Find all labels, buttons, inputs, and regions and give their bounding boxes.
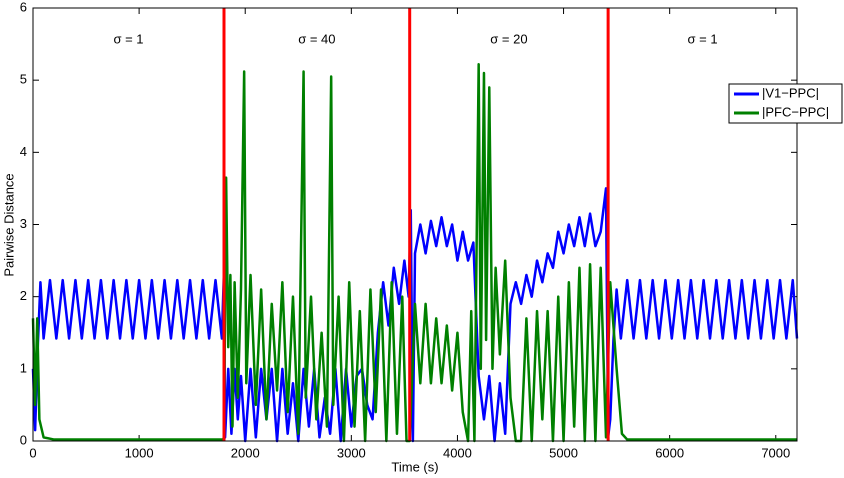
- annotation: σ = 1: [688, 31, 718, 46]
- legend-label: |V1−PPC|: [762, 85, 819, 100]
- y-tick-label: 1: [20, 360, 27, 375]
- x-axis-label: Time (s): [391, 459, 438, 474]
- y-tick-label: 3: [20, 216, 27, 231]
- x-tick-label: 2000: [231, 445, 260, 460]
- y-tick-label: 2: [20, 288, 27, 303]
- y-tick-label: 6: [20, 0, 27, 14]
- legend-box: [728, 83, 843, 124]
- x-tick-label: 5000: [549, 445, 578, 460]
- x-tick-label: 7000: [761, 445, 790, 460]
- plot-frame: [32, 7, 798, 442]
- annotation: σ = 40: [298, 31, 335, 46]
- y-tick-label: 5: [20, 72, 27, 87]
- x-tick-label: 1000: [125, 445, 154, 460]
- y-tick-label: 0: [20, 432, 27, 447]
- x-tick-label: 4000: [443, 445, 472, 460]
- x-tick-label: 6000: [655, 445, 684, 460]
- annotation: σ = 20: [490, 31, 527, 46]
- x-tick-label: 0: [29, 445, 36, 460]
- annotation: σ = 1: [113, 31, 143, 46]
- series-line: [31, 63, 797, 443]
- x-tick-label: 3000: [337, 445, 366, 460]
- y-tick-label: 4: [20, 144, 27, 159]
- y-axis-label: Pairwise Distance: [1, 173, 16, 276]
- legend-label: |PFC−PPC|: [762, 104, 829, 119]
